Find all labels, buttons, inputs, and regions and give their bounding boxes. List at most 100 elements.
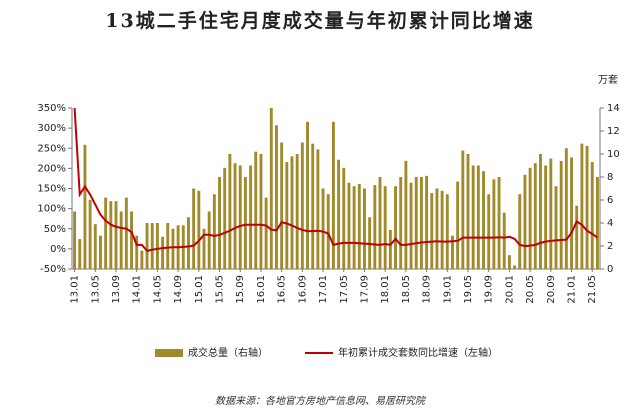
bar [471,165,475,269]
bar [290,156,294,269]
bar [295,154,299,269]
bar [269,108,273,269]
legend-label: 年初累计成交套数同比增速（左轴） [338,346,498,359]
bar [192,188,196,269]
bar [528,167,532,269]
bar [306,121,309,269]
bar [419,177,423,269]
x-tick-label: 18.01 [380,275,391,304]
y2-tick-label: 0 [607,264,613,275]
y2-unit: 万套 [598,73,618,86]
line [73,107,598,253]
bar [590,162,594,269]
bar [518,194,522,269]
bar [78,239,82,269]
bar [378,177,382,269]
x-tick-label: 18.09 [422,275,433,304]
bar [249,165,253,269]
y-tick-label: -50% [40,264,66,275]
bar [155,223,159,269]
bar [595,177,599,269]
x-tick-label: 16.09 [297,275,308,304]
bar [502,212,506,269]
bar [399,177,403,269]
bar [461,150,465,269]
bar [451,235,454,269]
bar [73,211,77,269]
bar [321,188,325,269]
x-tick-label: 14.05 [152,275,163,304]
bar [404,160,408,269]
bar [507,255,511,269]
y-tick-label: 300% [37,123,66,134]
bar [440,190,444,269]
bar [264,197,268,269]
bar [539,154,542,269]
x-tick-label: 16.05 [277,275,288,304]
x-tick-label: 14.01 [132,275,143,304]
bar [202,228,206,269]
bar [119,211,123,269]
y2-tick-label: 10 [607,149,620,160]
bar [130,211,133,269]
x-tick-label: 15.01 [194,275,205,304]
x-tick-label: 15.05 [215,275,226,304]
bar [533,163,537,269]
y-tick-label: 250% [37,143,66,154]
bar [171,228,175,269]
bar [585,145,589,269]
bar [564,148,568,269]
bar [254,151,258,269]
x-tick-label: 13.01 [70,275,81,304]
bar [570,157,573,269]
bar [342,167,346,269]
x-tick-label: 18.05 [401,275,412,304]
bar [337,159,341,269]
x-tick-label: 20.05 [525,275,536,304]
bar [280,142,284,269]
x-tick-label: 17.05 [339,275,350,304]
y2-tick-label: 8 [607,172,613,183]
bar [487,194,491,269]
y-tick-label: 100% [37,204,66,215]
y-tick-label: 50% [44,224,66,235]
bar [435,188,439,269]
bar [523,174,527,269]
bar [373,185,377,269]
bar [388,229,392,269]
bar [150,223,154,269]
y-tick-label: 350% [37,103,66,114]
bar [140,250,144,269]
bar [88,200,92,269]
bar [363,188,366,269]
bar [316,149,320,269]
bar [218,177,221,269]
x-tick-label: 17.01 [318,275,329,304]
bar [212,194,216,269]
bar [187,217,190,269]
chart-title: 13城二手住宅月度成交量与年初累计同比增速 [105,9,534,32]
bar [409,182,413,269]
bar [497,177,501,269]
bar [259,154,263,269]
y2-tick-label: 14 [607,103,620,114]
x-tick-label: 16.01 [256,275,267,304]
bar [476,165,480,269]
x-tick-label: 20.01 [504,275,515,304]
bar [414,177,418,269]
bar [549,158,553,269]
bar [104,197,108,269]
bar [223,167,227,269]
bar [207,211,211,269]
bar [357,183,361,269]
bar [482,171,485,269]
bar [124,197,128,269]
bar [99,235,102,269]
bar [425,175,429,269]
y2-tick-label: 6 [607,195,613,206]
bar [331,121,335,269]
bar [275,125,278,269]
bar [114,201,118,269]
bar [383,186,387,269]
